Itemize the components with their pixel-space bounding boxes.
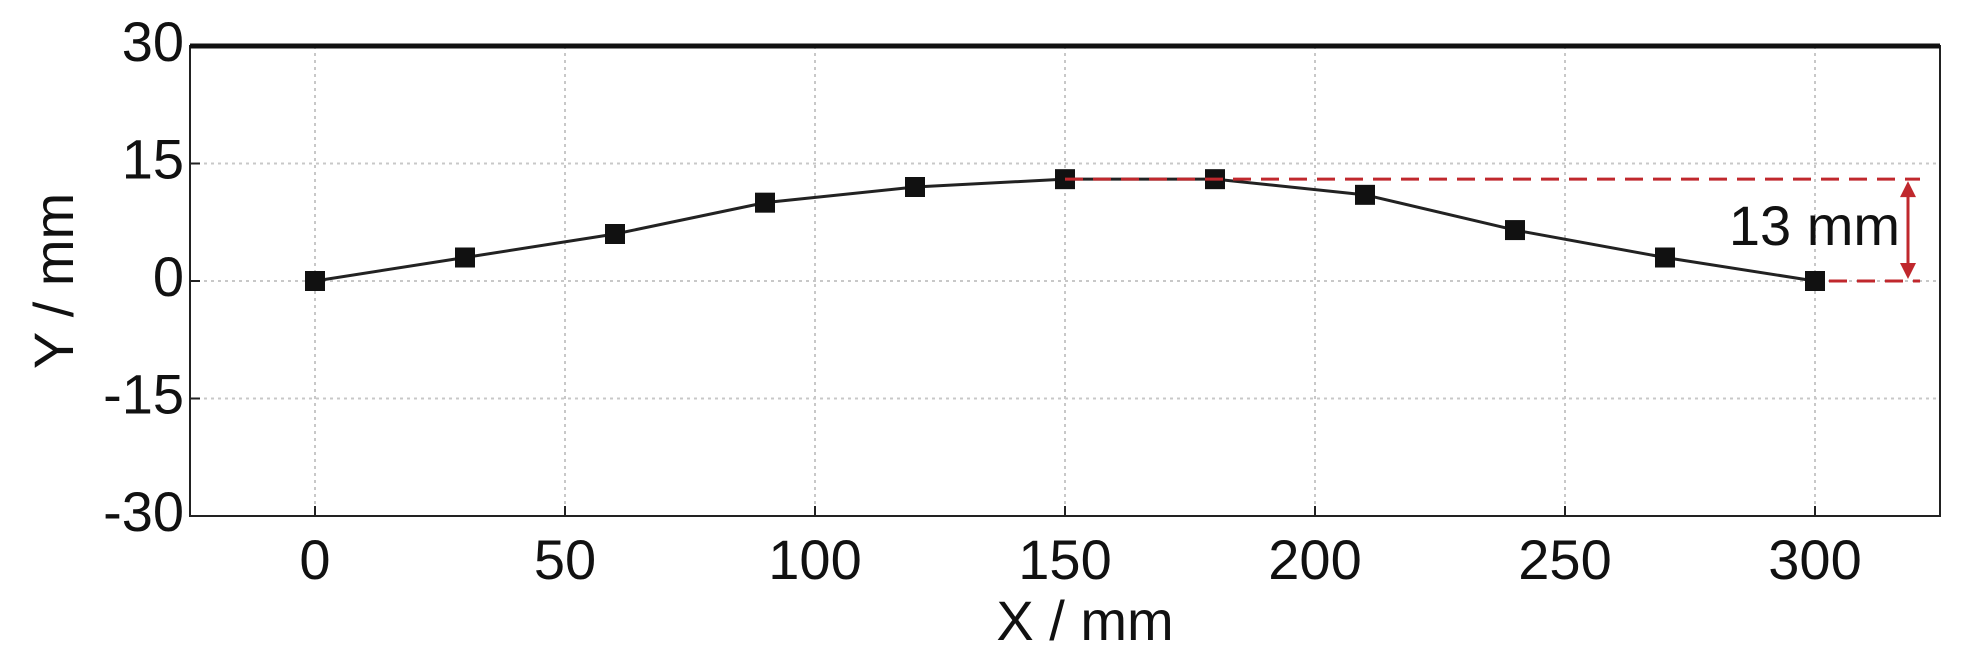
annotation-text: 13 mm [1729, 194, 1900, 257]
x-tick-label: 100 [768, 528, 861, 591]
data-point [605, 224, 625, 244]
y-tick-label: -15 [103, 362, 184, 425]
y-tick-label: 30 [122, 10, 184, 73]
x-tick-label: 150 [1018, 528, 1111, 591]
x-tick-label: 200 [1268, 528, 1361, 591]
x-tick-label: 50 [534, 528, 596, 591]
x-tick-label: 250 [1518, 528, 1611, 591]
data-point [455, 247, 475, 268]
y-tick-label: 15 [122, 127, 184, 190]
data-point [755, 192, 775, 213]
data-point [1355, 184, 1375, 205]
x-tick-label: 0 [299, 528, 330, 591]
y-axis-label: Y / mm [22, 193, 85, 369]
data-point [305, 271, 325, 291]
y-tick-label: 0 [153, 245, 184, 308]
data-point [1505, 220, 1525, 241]
x-tick-label: 300 [1768, 528, 1861, 591]
annotation-arrowhead [1900, 263, 1916, 279]
data-point [905, 177, 925, 197]
y-tick-label: -30 [103, 480, 184, 543]
annotation-arrowhead [1900, 181, 1916, 198]
x-axis-label: X / mm [996, 589, 1173, 652]
data-point [1805, 271, 1825, 291]
data-point [1655, 247, 1675, 268]
